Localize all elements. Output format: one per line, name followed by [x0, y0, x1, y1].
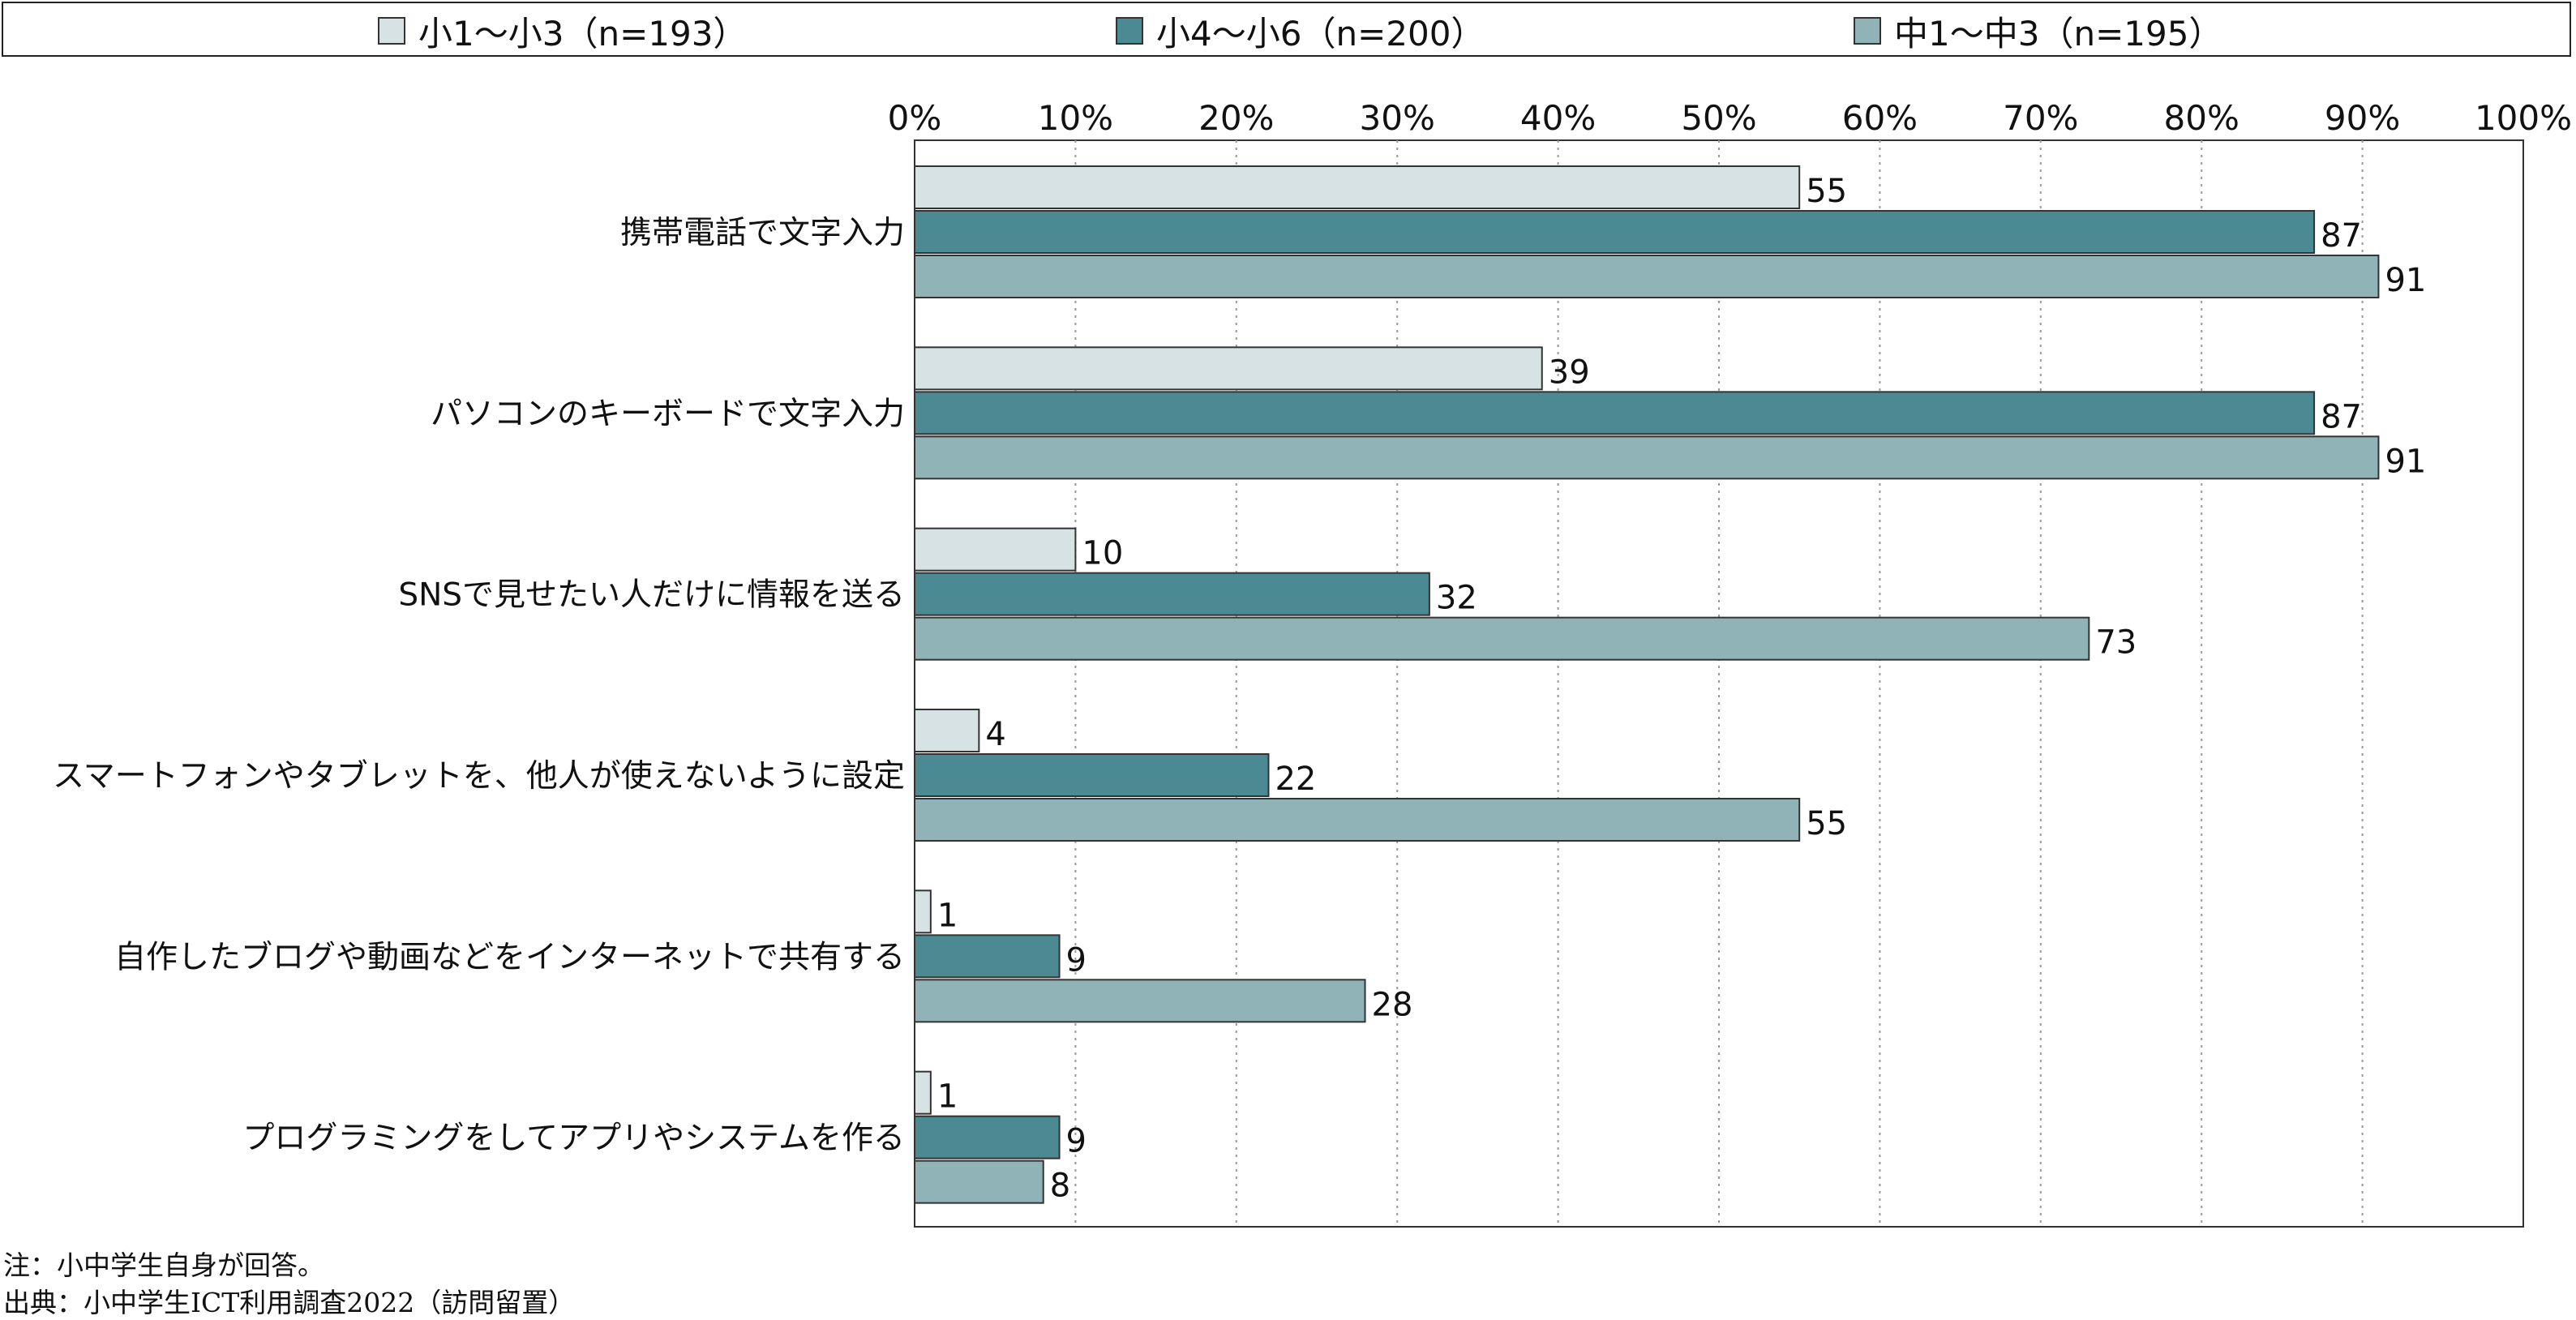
category-label: スマートフォンやタブレットを、他人が使えないように設定 [53, 758, 905, 795]
x-tick-label: 80% [2164, 98, 2240, 138]
x-tick-label: 0% [888, 98, 942, 138]
category-label: 自作したブログや動画などをインターネットで共有する [114, 939, 905, 975]
data-label: 91 [2385, 443, 2426, 480]
legend: 小1～小3（n=193） 小4～小6（n=200） 中1～中3（n=195） [2, 2, 2571, 57]
bar [914, 934, 1061, 979]
data-label: 91 [2385, 262, 2426, 299]
bar [914, 798, 1801, 842]
data-label: 1 [937, 897, 958, 934]
data-label: 73 [2095, 624, 2137, 662]
legend-swatch-lower-elementary [378, 17, 405, 45]
x-tick-label: 10% [1038, 98, 1113, 138]
data-label: 87 [2321, 217, 2362, 255]
category-label: 携帯電話で文字入力 [620, 215, 905, 251]
category-label: パソコンのキーボードで文字入力 [431, 396, 905, 432]
legend-label-lower-elementary: 小1～小3（n=193） [418, 13, 748, 54]
data-label: 4 [985, 716, 1005, 753]
bar [914, 527, 1077, 572]
data-label: 8 [1050, 1168, 1070, 1205]
bar [914, 165, 1801, 209]
data-label: 28 [1372, 986, 1413, 1023]
legend-label-junior-high: 中1～中3（n=195） [1894, 13, 2223, 54]
bar [914, 435, 2380, 480]
x-tick-label: 40% [1520, 98, 1596, 138]
data-label: 87 [2321, 398, 2362, 435]
data-label: 55 [1806, 805, 1847, 842]
category-label: プログラミングをしてアプリやシステムを作る [242, 1121, 905, 1157]
data-label: 9 [1066, 1123, 1087, 1160]
legend-swatch-junior-high [1854, 17, 1881, 45]
data-label: 1 [937, 1078, 958, 1116]
legend-item-junior-high: 中1～中3（n=195） [1854, 11, 2222, 54]
legend-item-lower-elementary: 小1～小3（n=193） [378, 11, 747, 54]
legend-item-upper-elementary: 小4～小6（n=200） [1116, 11, 1485, 54]
data-label: 10 [1082, 535, 1123, 572]
bar [914, 979, 1366, 1023]
data-label: 39 [1549, 354, 1590, 391]
x-tick-label: 50% [1681, 98, 1756, 138]
x-tick-label: 30% [1360, 98, 1435, 138]
source-note: 出典：小中学生ICT利用調査2022（訪問留置） [3, 1287, 576, 1318]
data-label: 32 [1436, 580, 1477, 617]
bar [914, 572, 1430, 616]
x-tick-label: 70% [2003, 98, 2078, 138]
bar [914, 255, 2380, 298]
x-tick-label: 90% [2325, 98, 2400, 138]
x-tick-label: 20% [1198, 98, 1274, 138]
data-label: 22 [1275, 761, 1316, 798]
bar [914, 1070, 932, 1115]
bar [914, 753, 1270, 797]
bar [914, 210, 2316, 254]
x-tick-label: 60% [1842, 98, 1918, 138]
category-label: SNSで見せたい人だけに情報を送る [398, 577, 905, 614]
footnote: 注：小中学生自身が回答。 [3, 1249, 324, 1281]
bar [914, 889, 932, 934]
data-label: 9 [1066, 941, 1087, 979]
bar [914, 709, 980, 752]
bar [914, 616, 2090, 661]
legend-label-upper-elementary: 小4～小6（n=200） [1156, 13, 1485, 54]
bar [914, 346, 1543, 391]
bar [914, 1115, 1061, 1159]
bar [914, 391, 2316, 435]
legend-swatch-upper-elementary [1116, 17, 1143, 45]
data-label: 55 [1806, 173, 1847, 210]
bar [914, 1159, 1044, 1204]
x-tick-label: 100% [2475, 98, 2572, 138]
